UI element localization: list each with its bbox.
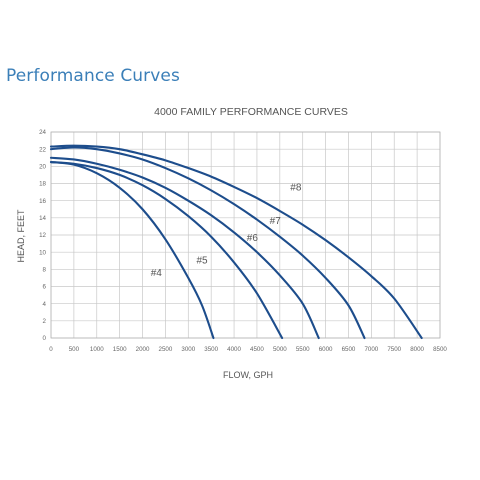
y-tick-label: 24 bbox=[39, 129, 46, 136]
y-axis-label: HEAD, FEET bbox=[16, 209, 26, 263]
y-tick-label: 8 bbox=[43, 267, 47, 274]
x-tick-label: 1000 bbox=[90, 346, 104, 353]
x-tick-label: 3500 bbox=[204, 346, 218, 353]
x-tick-label: 3000 bbox=[181, 346, 195, 353]
curve-pump-6 bbox=[49, 156, 320, 340]
page-heading: Performance Curves bbox=[6, 66, 180, 86]
x-tick-label: 7000 bbox=[364, 346, 378, 353]
curve-pump-8 bbox=[49, 144, 423, 340]
y-tick-label: 18 bbox=[39, 181, 46, 188]
x-axis-label: FLOW, GPH bbox=[223, 370, 273, 380]
curve-label-pump-7: #7 bbox=[270, 216, 282, 227]
x-tick-label: 8000 bbox=[410, 346, 424, 353]
y-tick-label: 12 bbox=[39, 232, 46, 239]
x-tick-label: 2500 bbox=[159, 346, 173, 353]
curve-label-pump-8: #8 bbox=[290, 182, 302, 193]
y-tick-label: 14 bbox=[39, 215, 46, 222]
y-tick-label: 4 bbox=[43, 301, 47, 308]
curve-labels: #4 #5 #6 #7 #8 bbox=[151, 182, 302, 279]
x-tick-label: 5500 bbox=[296, 346, 310, 353]
y-tick-label: 6 bbox=[43, 284, 47, 291]
x-tick-label: 4000 bbox=[227, 346, 241, 353]
x-tick-label: 0 bbox=[49, 346, 53, 353]
x-tick-label: 2000 bbox=[136, 346, 150, 353]
x-tick-label: 6000 bbox=[319, 346, 333, 353]
curve-lines bbox=[49, 144, 423, 340]
y-tick-label: 20 bbox=[39, 164, 46, 171]
y-tick-label: 0 bbox=[43, 335, 47, 342]
x-tick-label: 7500 bbox=[387, 346, 401, 353]
x-tick-label: 6500 bbox=[342, 346, 356, 353]
y-tick-label: 2 bbox=[43, 318, 47, 325]
curve-label-pump-5: #5 bbox=[196, 255, 208, 266]
grid-lines bbox=[50, 131, 441, 339]
chart-title: 4000 FAMILY PERFORMANCE CURVES bbox=[154, 106, 348, 118]
y-tick-label: 10 bbox=[39, 249, 46, 256]
curve-pump-4 bbox=[49, 160, 215, 340]
plot-frame bbox=[50, 131, 441, 339]
x-tick-label: 1500 bbox=[113, 346, 127, 353]
x-tick-label: 4500 bbox=[250, 346, 264, 353]
y-tick-label: 22 bbox=[39, 146, 46, 153]
x-tick-labels: 0 500 1000 1500 2000 2500 3000 3500 4000 4500 5000… bbox=[49, 346, 447, 353]
curve-label-pump-6: #6 bbox=[247, 233, 259, 244]
curve-pump-7 bbox=[49, 146, 366, 340]
curve-label-pump-4: #4 bbox=[151, 268, 163, 279]
y-tick-label: 16 bbox=[39, 198, 46, 205]
curve-pump-5 bbox=[49, 160, 284, 340]
x-tick-label: 8500 bbox=[433, 346, 447, 353]
x-tick-label: 5000 bbox=[273, 346, 287, 353]
x-tick-label: 500 bbox=[69, 346, 80, 353]
